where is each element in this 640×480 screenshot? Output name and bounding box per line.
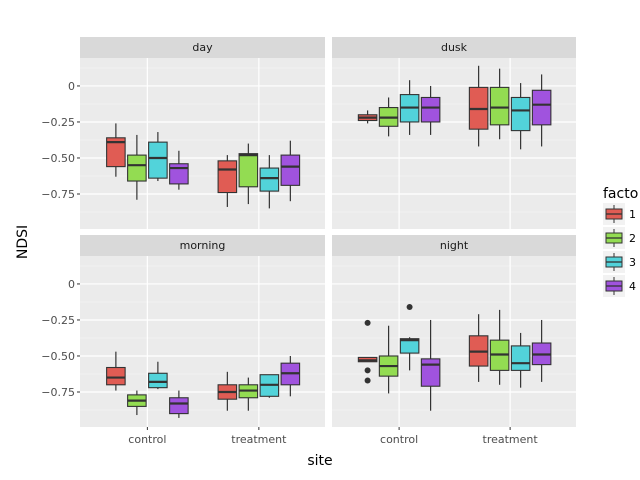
box-treatment-factor-1 — [217, 155, 238, 207]
facet-morning: morning 0 −0.25 −0.50 −0.75 control treatment — [41, 235, 325, 446]
y-tick-label: −0.75 — [41, 386, 75, 399]
y-tick-label: −0.25 — [41, 116, 75, 129]
legend-label: 1 — [629, 208, 636, 221]
panel-background — [332, 256, 576, 427]
facet-strip-label: dusk — [441, 41, 468, 54]
box-body — [169, 397, 189, 415]
box-body — [106, 366, 126, 386]
x-tick-label: control — [380, 433, 418, 446]
box-body — [280, 154, 301, 186]
box-body — [420, 96, 441, 123]
box-control-factor-2 — [127, 134, 147, 200]
y-tick-label: 0 — [68, 278, 75, 291]
box-treatment-factor-4 — [531, 319, 552, 382]
box-body — [420, 358, 441, 387]
box-treatment-factor-2 — [489, 309, 510, 385]
box-body — [238, 153, 259, 188]
box-treatment-factor-3 — [510, 332, 531, 388]
box-body — [489, 86, 510, 126]
box-body — [169, 163, 189, 185]
box-control-factor-2 — [378, 325, 399, 394]
legend-label: 2 — [629, 232, 636, 245]
legend-item-4: 4 — [603, 275, 636, 297]
facet-strip — [80, 37, 325, 58]
y-axis-title: NDSI — [15, 225, 31, 259]
box-control-factor-1 — [357, 110, 378, 124]
facet-strip-label: day — [192, 41, 213, 54]
box-treatment-factor-1 — [468, 65, 489, 147]
facet-strip-label: night — [440, 239, 469, 252]
facet-strip — [332, 37, 576, 58]
legend-label: 3 — [629, 256, 636, 269]
box-treatment-factor-3 — [259, 155, 280, 209]
outlier-point — [364, 377, 371, 384]
box-treatment-factor-4 — [531, 74, 552, 147]
box-treatment-factor-2 — [238, 143, 259, 205]
outlier-point — [406, 303, 413, 310]
box-body — [148, 141, 168, 179]
legend-title: facto — [603, 186, 638, 202]
y-tick-label: −0.25 — [41, 314, 75, 327]
panel-background — [80, 256, 325, 427]
box-treatment-factor-2 — [489, 68, 510, 140]
box-treatment-factor-3 — [510, 83, 531, 150]
y-tick-label: −0.50 — [41, 350, 75, 363]
box-control-factor-4 — [169, 150, 189, 190]
y-tick-label: −0.75 — [41, 188, 75, 201]
box-body — [127, 154, 147, 182]
facet-strip — [80, 235, 325, 256]
box-body — [531, 89, 552, 126]
legend-item-1: 1 — [603, 203, 636, 225]
box-body — [217, 160, 238, 194]
box-treatment-factor-1 — [468, 314, 489, 382]
facet-strip-label: morning — [180, 239, 226, 252]
box-control-factor-1 — [357, 319, 378, 384]
box-control-factor-4 — [169, 390, 189, 418]
legend-item-3: 3 — [603, 251, 636, 273]
y-tick-label: −0.50 — [41, 152, 75, 165]
panel-background — [332, 58, 576, 229]
box-control-factor-4 — [420, 319, 441, 411]
box-control-factor-4 — [420, 85, 441, 135]
box-control-factor-3 — [399, 80, 420, 135]
box-body — [148, 372, 168, 389]
box-control-factor-3 — [399, 303, 420, 371]
box-body — [399, 338, 420, 354]
box-treatment-factor-4 — [280, 355, 301, 397]
box-control-factor-3 — [148, 361, 168, 390]
facet-night: night control treatment — [332, 235, 576, 446]
box-treatment-factor-3 — [259, 374, 280, 398]
outlier-point — [364, 367, 371, 374]
x-axis-title: site — [307, 453, 332, 469]
box-treatment-factor-1 — [217, 371, 238, 411]
box-treatment-factor-4 — [280, 140, 301, 202]
legend-item-2: 2 — [603, 227, 636, 249]
box-control-factor-2 — [378, 97, 399, 137]
outlier-point — [364, 319, 371, 326]
x-tick-label: control — [128, 433, 166, 446]
facet-strip — [332, 235, 576, 256]
x-tick-label: treatment — [231, 433, 287, 446]
box-body — [106, 137, 126, 168]
box-control-factor-1 — [106, 123, 126, 177]
legend-label: 4 — [629, 280, 636, 293]
box-treatment-factor-2 — [238, 377, 259, 411]
box-control-factor-2 — [127, 390, 147, 416]
box-control-factor-1 — [106, 351, 126, 391]
facet-day: day 0 −0.25 −0.50 −0.75 — [41, 37, 325, 229]
x-tick-label: treatment — [483, 433, 539, 446]
y-tick-label: 0 — [68, 80, 75, 93]
box-body — [259, 167, 280, 192]
box-body — [510, 96, 531, 132]
legend: facto 1 2 3 4 — [603, 186, 638, 297]
box-control-factor-3 — [148, 132, 168, 182]
facet-dusk: dusk — [332, 37, 576, 229]
box-body — [510, 345, 531, 371]
